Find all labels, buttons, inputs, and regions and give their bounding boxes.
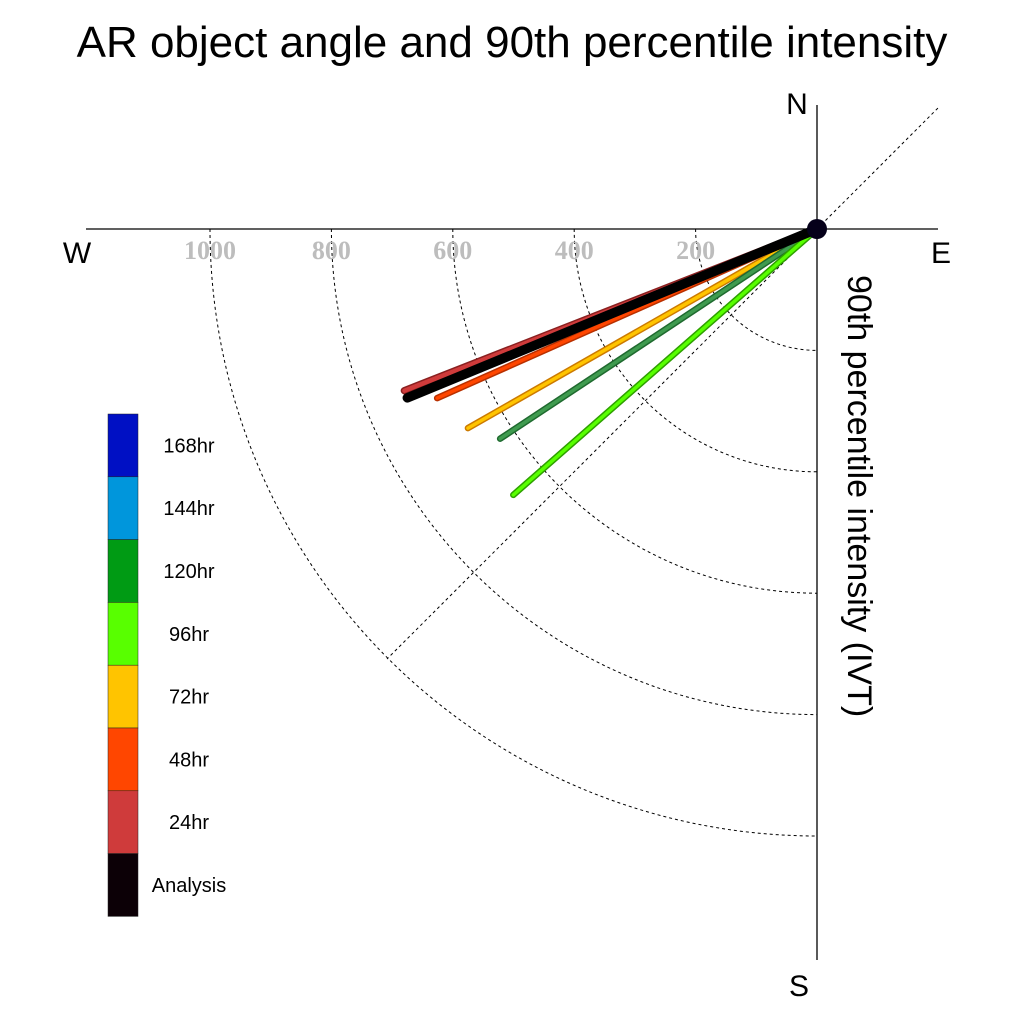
legend-swatch — [107, 602, 139, 666]
series-line-72hr — [464, 225, 821, 432]
diagonal-sw-line — [386, 228, 818, 660]
legend-swatch — [107, 853, 139, 917]
grid-arc-800 — [330, 228, 818, 716]
series-line-fill — [498, 227, 819, 441]
north-label: N — [786, 88, 808, 121]
legend-swatch — [107, 790, 139, 854]
series-line-120hr — [496, 225, 821, 442]
chart-title: AR object angle and 90th percentile inte… — [77, 18, 948, 67]
grid-arc-600 — [452, 228, 818, 594]
west-label: W — [63, 237, 92, 270]
origin-dot — [807, 219, 827, 239]
legend-label: 120hr — [163, 561, 214, 583]
diagonal-ne-line — [816, 105, 941, 230]
east-label: E — [931, 237, 951, 270]
south-label: S — [789, 970, 809, 1003]
legend-label: Analysis — [152, 875, 226, 897]
y-axis-label: 90th percentile intensity (IVT) — [840, 275, 878, 717]
legend-label: 72hr — [169, 687, 209, 709]
legend-swatch — [107, 664, 139, 729]
tick-label: 400 — [555, 236, 594, 265]
tick-label: 600 — [433, 236, 472, 265]
legend-label: 24hr — [169, 812, 209, 834]
series-line-fill — [511, 227, 819, 497]
legend-label: 96hr — [169, 624, 209, 646]
series-line-fill — [404, 225, 821, 402]
series-line-fill — [466, 227, 819, 430]
legend-label: 48hr — [169, 749, 209, 771]
radial-tick-labels: 200 400 600 800 1000 — [184, 236, 715, 265]
tick-label: 1000 — [184, 236, 236, 265]
legend-swatch — [107, 476, 139, 540]
legend: 168hr 144hr 120hr 96hr 72hr 48hr 24hr Analysis — [107, 413, 226, 917]
grid-arc-400 — [573, 228, 818, 473]
compass-axes — [86, 105, 941, 960]
legend-swatch — [107, 539, 139, 603]
series-lines — [400, 224, 822, 499]
grid-arc-200 — [695, 228, 818, 351]
series-line-analysis — [402, 224, 822, 403]
legend-swatch — [107, 727, 139, 792]
legend-swatch — [107, 413, 139, 478]
tick-label: 800 — [312, 236, 351, 265]
legend-label: 168hr — [163, 435, 214, 457]
tick-label: 200 — [676, 236, 715, 265]
legend-label: 144hr — [163, 498, 214, 520]
series-line-96hr — [510, 225, 821, 499]
